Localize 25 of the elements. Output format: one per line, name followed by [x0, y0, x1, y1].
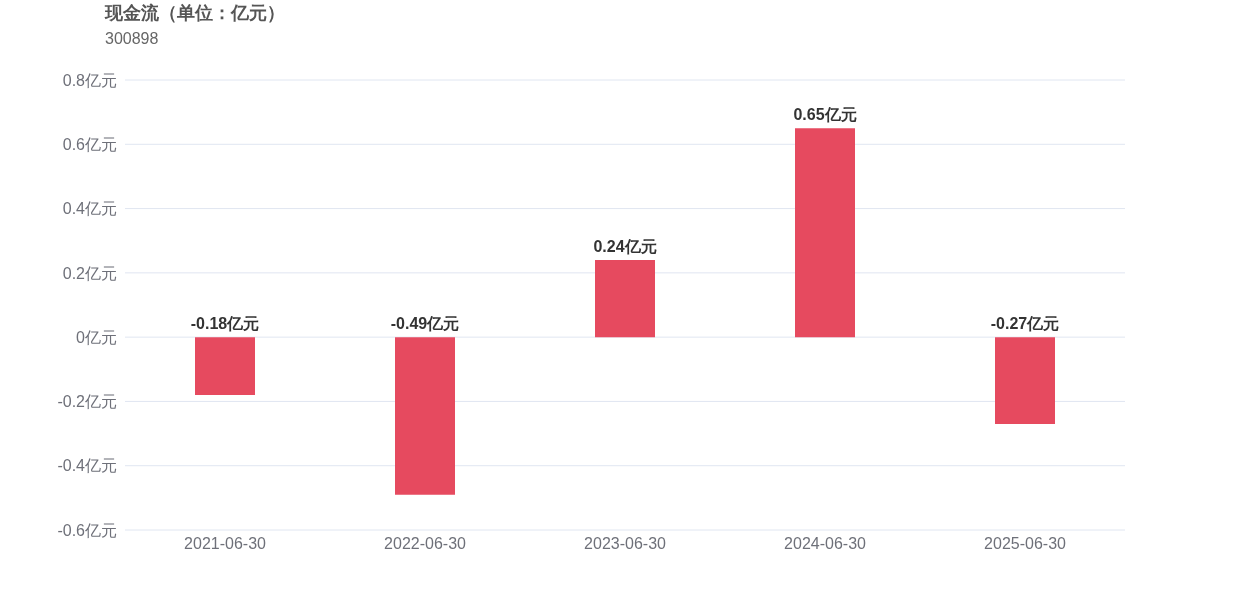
y-tick-label: 0.8亿元 [62, 71, 117, 89]
x-tick-label: 2022-06-30 [384, 535, 467, 553]
x-tick-label: 2021-06-30 [184, 535, 267, 553]
data-label: -0.18亿元 [190, 315, 260, 333]
bar [795, 128, 855, 338]
data-label: 0.24亿元 [593, 238, 657, 255]
bar [595, 260, 655, 338]
x-tick-label: 2024-06-30 [784, 535, 867, 553]
y-tick-label: 0.6亿元 [62, 135, 117, 153]
chart-title: 现金流（单位：亿元） [105, 2, 285, 25]
y-tick-label: -0.2亿元 [57, 393, 117, 411]
y-tick-label: 0.2亿元 [62, 264, 117, 282]
x-tick-label: 2025-06-30 [984, 535, 1067, 553]
bar [995, 337, 1055, 424]
y-tick-label: -0.4亿元 [57, 457, 117, 475]
data-label: -0.27亿元 [990, 315, 1060, 333]
y-tick-label: 0.4亿元 [62, 200, 117, 218]
y-tick-label: -0.6亿元 [57, 521, 117, 539]
bar [395, 337, 455, 495]
chart-subtitle: 300898 [105, 30, 159, 48]
data-label: -0.49亿元 [390, 315, 460, 333]
x-tick-label: 2023-06-30 [584, 535, 667, 553]
bar [195, 337, 255, 395]
data-label: 0.65亿元 [793, 106, 857, 124]
y-tick-label: 0亿元 [76, 328, 117, 346]
